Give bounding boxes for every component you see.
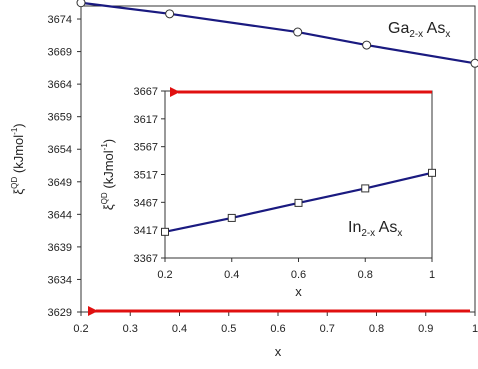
inset-chart: 0.2 0.4 0.6 0.8 1 3367 3417 3467 3517 3567 3617 366… — [100, 86, 436, 299]
main-y-tick-label: 3649 — [48, 177, 72, 189]
inset-x-tick-label: 0.2 — [157, 269, 172, 281]
inset-y-tick-label: 3667 — [134, 86, 158, 98]
main-data-point — [362, 40, 372, 50]
main-data-point — [293, 27, 303, 37]
main-x-tick-label: 0.3 — [123, 323, 138, 335]
main-x-tick-label: 0.5 — [221, 323, 236, 335]
main-y-tick-label: 3634 — [48, 274, 72, 286]
inset-y-tick-label: 3517 — [134, 170, 158, 182]
main-x-tick-label: 0.8 — [369, 323, 384, 335]
inset-y-axis-title: ξQD (kJmol-1) — [100, 139, 116, 210]
inset-data-point — [294, 198, 303, 207]
main-y-tick-label: 3629 — [48, 307, 72, 319]
inset-x-tick-label: 0.6 — [291, 269, 306, 281]
main-material-label: Ga2-x Asx — [388, 20, 450, 40]
main-y-tick-label: 3639 — [48, 242, 72, 254]
inset-y-tick-label: 3617 — [134, 114, 158, 126]
inset-plot-frame — [164, 90, 433, 259]
main-y-tick-label: 3654 — [48, 144, 72, 156]
inset-x-tick-label: 0.8 — [358, 269, 373, 281]
main-x-tick-label: 0.7 — [320, 323, 335, 335]
main-y-tick-label: 3644 — [48, 209, 72, 221]
main-y-tick-label: 3669 — [48, 47, 72, 59]
main-y-tick-label: 3674 — [48, 14, 72, 26]
main-data-point — [76, 0, 86, 8]
main-y-tick-label: 3664 — [48, 79, 72, 91]
inset-x-tick-label: 1 — [429, 269, 435, 281]
inset-data-point — [361, 184, 370, 193]
inset-y-tick-label: 3567 — [134, 142, 158, 154]
main-data-point — [165, 9, 175, 19]
main-data-point — [470, 58, 478, 68]
main-x-tick-label: 1 — [472, 323, 478, 335]
main-x-tick-label: 0.6 — [270, 323, 285, 335]
main-x-tick-label: 0.4 — [172, 323, 187, 335]
inset-x-axis-title: x — [295, 284, 302, 299]
main-y-tick-label: 3659 — [48, 112, 72, 124]
inset-x-tick-label: 0.4 — [224, 269, 239, 281]
inset-data-point — [227, 213, 236, 222]
inset-material-label: In2-x Asx — [348, 219, 402, 239]
main-x-tick-label: 0.2 — [73, 323, 88, 335]
main-y-axis-title: ξQD (kJmol-1) — [10, 123, 26, 194]
main-x-axis-title: x — [275, 344, 282, 359]
main-x-tick-label: 0.9 — [418, 323, 433, 335]
inset-y-tick-label: 3417 — [134, 225, 158, 237]
inset-data-point — [428, 168, 436, 177]
inset-y-tick-label: 3367 — [134, 253, 158, 265]
inset-y-tick-label: 3467 — [134, 197, 158, 209]
inset-data-point — [161, 227, 169, 236]
